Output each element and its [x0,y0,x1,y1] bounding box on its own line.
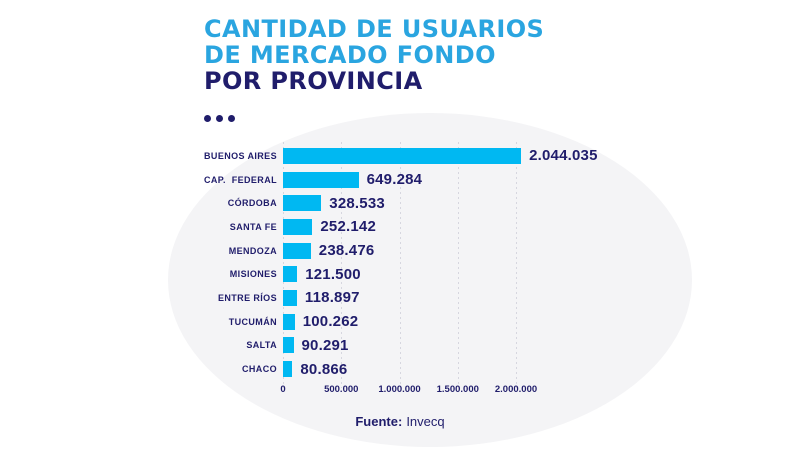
bar-rows: BUENOS AIRES 2.044.035 CAP. FEDERAL 649.284… [189,144,749,381]
bar [283,266,298,283]
bar-value-label: 2.044.035 [529,147,598,165]
bar-category-label: ENTRE RÍOS [217,292,277,303]
bar [283,195,322,212]
bar [283,289,297,306]
gridlines [283,142,528,388]
bar-chart: BUENOS AIRES 2.044.035 CAP. FEDERAL 649.284… [189,142,749,404]
chart-title: CANTIDAD DE USUARIOS DE MERCADO FONDO PO… [204,15,545,122]
bar-value-label: 80.866 [300,360,348,378]
bar-value-label: 118.897 [304,289,360,307]
bar-category-label: SALTA [246,340,277,351]
bar-row: CÓRDOBA 328.533 [189,191,749,215]
bar-category-label: BUENOS AIRES [204,150,277,161]
bar-row: SALTA 90.291 [189,334,749,358]
bar-row: MISIONES 121.500 [189,262,749,286]
gridline [341,142,343,388]
bar-value-label: 328.533 [329,194,385,212]
title-line-3: POR PROVINCIA [204,67,423,95]
bar-category-label: CHACO [242,364,277,375]
bar [283,147,522,164]
bar-row: MENDOZA 238.476 [189,239,749,263]
bar-row: SANTA FE 252.142 [189,215,749,239]
bar [283,361,293,378]
bar [283,337,294,354]
source-value: Invecq [406,414,445,429]
bar-category-label: CÓRDOBA [227,198,277,209]
gridline [457,142,459,388]
x-tick-label: 500.000 [324,384,359,395]
background-blob [168,113,692,447]
bar-row: CHACO 80.866 [189,357,749,381]
title-line-1: CANTIDAD DE USUARIOS [204,15,545,43]
bar [283,313,295,330]
bar-value-label: 100.262 [302,313,359,331]
bar [283,242,311,259]
bar-value-label: 121.500 [305,265,361,283]
bar-row: TUCUMÁN 100.262 [189,310,749,334]
bar-category-label: SANTA FE [229,221,277,232]
title-dots-icon [204,101,544,122]
gridline [283,142,284,388]
x-tick-label: 1.500.000 [436,384,479,395]
gridline [516,142,517,388]
bar [283,171,359,188]
bar-category-label: MISIONES [229,269,277,280]
bar-value-label: 252.142 [320,218,377,236]
source-label: Fuente: [355,414,403,429]
title-line-2: DE MERCADO FONDO [204,41,496,69]
bar-value-label: 238.476 [318,242,375,260]
bar-category-label: CAP. FEDERAL [203,174,277,185]
gridline [399,142,401,388]
bar-row: ENTRE RÍOS 118.897 [189,286,749,310]
bar-value-label: 90.291 [301,336,349,354]
bar-row: CAP. FEDERAL 649.284 [189,168,749,192]
x-tick-label: 0 [280,384,286,395]
x-tick-label: 1.000.000 [378,384,421,395]
x-tick-label: 2.000.000 [494,384,538,395]
bar-value-label: 649.284 [366,171,423,189]
bar-category-label: TUCUMÁN [228,316,277,327]
bar-row: BUENOS AIRES 2.044.035 [189,144,749,168]
source-line: Fuente: Invecq [0,414,800,429]
x-axis-tick-labels: 0 500.000 1.000.000 1.500.000 2.000.000 [280,384,537,398]
bar [283,218,313,235]
bar-category-label: MENDOZA [228,245,277,256]
